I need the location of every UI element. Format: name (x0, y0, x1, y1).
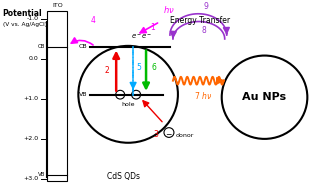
Text: 9: 9 (204, 2, 209, 11)
Text: $e^-$: $e^-$ (142, 32, 153, 41)
Text: CdS QDs: CdS QDs (107, 172, 140, 180)
Text: hole: hole (121, 102, 135, 107)
Text: Potential: Potential (3, 9, 42, 18)
Text: CB: CB (79, 44, 87, 49)
Bar (47, 11, 67, 180)
Text: Au NPs: Au NPs (242, 92, 287, 102)
Text: VB: VB (38, 172, 45, 177)
Text: ITO: ITO (52, 3, 63, 8)
Text: 2: 2 (105, 66, 109, 75)
Text: CB: CB (38, 44, 45, 49)
Text: $-$: $-$ (165, 128, 173, 137)
Text: donor: donor (176, 133, 194, 138)
Text: 7 $h\nu$: 7 $h\nu$ (194, 90, 212, 101)
Text: $e^-$: $e^-$ (130, 32, 142, 41)
Text: 4: 4 (91, 16, 96, 25)
Text: 8: 8 (201, 26, 206, 35)
Text: Energy Transfer: Energy Transfer (170, 16, 230, 25)
Text: 0.0: 0.0 (29, 56, 38, 61)
Text: (V vs. Ag/AgCl): (V vs. Ag/AgCl) (3, 22, 47, 27)
Text: +1.0: +1.0 (24, 96, 38, 101)
Text: +2.0: +2.0 (24, 136, 38, 141)
Text: 3: 3 (154, 130, 158, 139)
Text: +3.0: +3.0 (24, 176, 38, 181)
Text: 1: 1 (150, 23, 155, 32)
Text: VB: VB (79, 92, 87, 97)
Text: -1.0: -1.0 (26, 16, 38, 21)
Text: 5: 5 (136, 63, 141, 72)
Text: $h\nu$: $h\nu$ (163, 4, 175, 15)
Text: 6: 6 (151, 63, 156, 72)
